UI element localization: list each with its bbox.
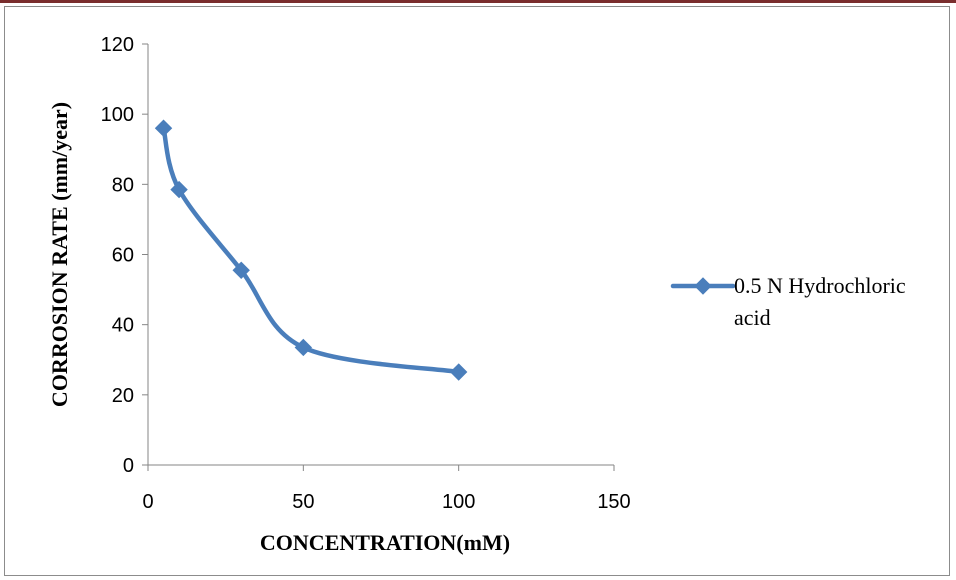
x-tick-label: 50 [292, 491, 314, 513]
y-tick-label: 60 [112, 245, 134, 267]
chart-frame [4, 6, 950, 576]
series-group [154, 119, 468, 381]
x-tick-label: 150 [597, 491, 630, 513]
axes [142, 43, 615, 471]
y-tick-label: 80 [112, 174, 134, 196]
data-point-marker [294, 338, 313, 357]
legend-label: 0.5 N Hydrochloric acid [734, 273, 906, 330]
y-tick-label: 100 [101, 104, 134, 126]
data-point-marker [170, 180, 188, 199]
y-tick-labels: 0 20 40 60 80 100 120 [101, 34, 134, 477]
series-line [161, 125, 461, 375]
x-tick-labels: 0 50 100 150 [142, 491, 630, 513]
y-tick-label: 20 [112, 385, 134, 407]
x-tick-label: 100 [442, 491, 475, 513]
y-axis-title: CORROSION RATE (mm/year) [47, 102, 72, 407]
y-tick-label: 120 [101, 34, 134, 56]
data-point-marker [449, 363, 468, 381]
x-tick-label: 0 [142, 491, 153, 513]
legend: 0.5 N Hydrochloric acid [670, 273, 906, 330]
x-axis-title: CONCENTRATION(mM) [260, 530, 510, 555]
y-tick-label: 0 [123, 455, 134, 477]
data-point-marker [232, 261, 250, 279]
page-top-rule [0, 0, 956, 3]
legend-marker [694, 277, 712, 295]
data-point-marker [154, 119, 173, 137]
y-tick-label: 40 [112, 315, 134, 337]
